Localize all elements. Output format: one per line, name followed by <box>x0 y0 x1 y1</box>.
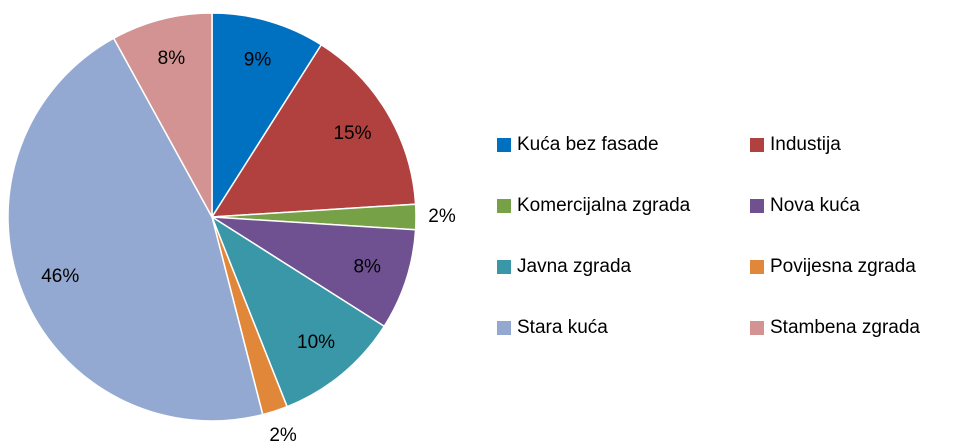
legend-swatch <box>497 199 511 213</box>
pie-slice <box>211 12 323 220</box>
data-label: 10% <box>297 332 335 353</box>
data-label: 8% <box>158 48 186 69</box>
legend-label: Stara kuća <box>517 317 608 338</box>
legend-label: Nova kuća <box>770 195 860 216</box>
legend-swatch <box>497 321 511 335</box>
data-label: 46% <box>41 266 79 287</box>
pie-slice <box>210 215 386 408</box>
data-label: 8% <box>353 256 381 277</box>
legend-swatch <box>497 260 511 274</box>
legend-label: Povijesna zgrada <box>770 256 916 277</box>
legend-label: Javna zgrada <box>517 256 632 277</box>
legend-swatch <box>750 260 764 274</box>
legend-swatch <box>497 138 511 152</box>
data-label: 15% <box>333 123 371 144</box>
data-label: 9% <box>244 49 272 70</box>
data-label: 2% <box>269 425 297 446</box>
legend-swatch <box>750 321 764 335</box>
pie-slice <box>112 12 213 218</box>
pie-slice <box>7 37 264 422</box>
legend-label: Kuća bez fasade <box>517 134 659 155</box>
legend-label: Stambena zgrada <box>770 317 920 338</box>
legend-swatch <box>750 138 764 152</box>
data-label: 2% <box>428 206 456 227</box>
legend-label: Komercijalna zgrada <box>517 195 691 216</box>
pie-slice <box>210 43 417 218</box>
legend-swatch <box>750 199 764 213</box>
legend-label: Industija <box>770 134 841 155</box>
pie-slice <box>211 216 417 328</box>
